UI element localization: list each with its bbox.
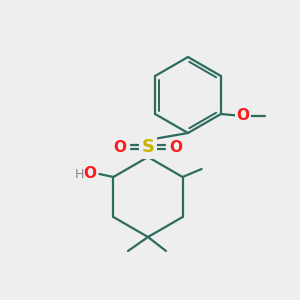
Text: O: O [236,109,249,124]
Text: H: H [75,167,84,181]
Text: O: O [83,167,96,182]
Text: S: S [142,138,154,156]
Text: O: O [169,140,182,154]
Text: O: O [113,140,127,154]
